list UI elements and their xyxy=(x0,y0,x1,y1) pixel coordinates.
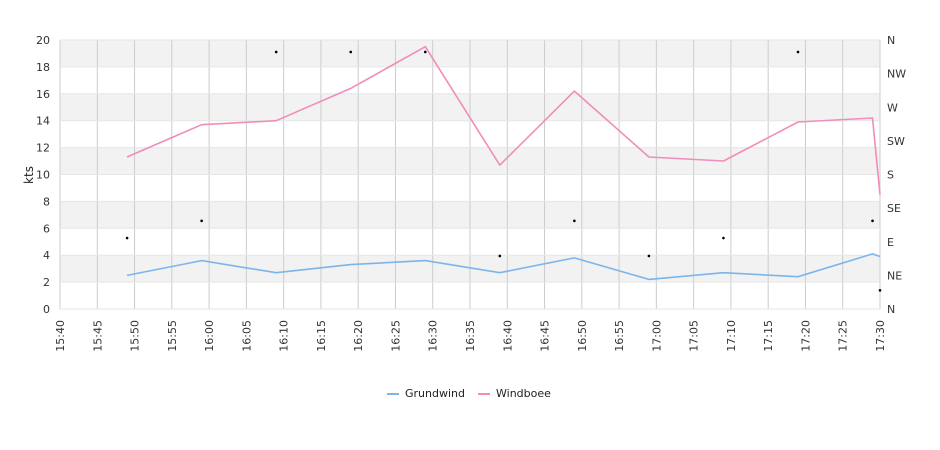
y-tick-label: 16 xyxy=(36,88,50,101)
direction-point xyxy=(878,289,882,292)
direction-markers xyxy=(125,50,882,292)
y-axis-ticks: 0 2 4 6 8 10 12 14 16 18 20 xyxy=(36,34,50,316)
direction-point xyxy=(423,50,427,54)
direction-point xyxy=(498,254,502,258)
x-tick-label: 16:50 xyxy=(576,320,589,352)
right-tick-label: N xyxy=(887,303,895,316)
direction-point xyxy=(125,236,129,240)
right-tick-label: NW xyxy=(887,68,906,81)
direction-point xyxy=(349,50,353,54)
legend: Grundwind Windboee xyxy=(387,387,551,400)
right-tick-label: E xyxy=(887,236,894,249)
x-tick-label: 16:45 xyxy=(539,320,552,352)
x-axis-ticks: 15:40 15:45 15:50 15:55 16:00 16:05 16:10 16:15… xyxy=(54,320,887,352)
y-axis-title: kts xyxy=(22,166,36,184)
right-tick-label: NE xyxy=(887,269,902,282)
direction-point xyxy=(722,236,725,240)
right-tick-label: S xyxy=(887,169,894,182)
x-tick-label: 16:40 xyxy=(501,320,514,352)
right-axis-ticks: N NE E SE S SW W NW N xyxy=(887,34,906,316)
x-tick-label: 17:15 xyxy=(762,320,775,352)
x-tick-label: 15:45 xyxy=(91,320,104,352)
x-tick-label: 15:40 xyxy=(54,320,67,352)
series-lines xyxy=(126,45,881,281)
y-tick-label: 2 xyxy=(43,276,50,289)
direction-point xyxy=(647,254,651,258)
x-tick-label: 16:20 xyxy=(352,320,365,352)
series-line-grundwind xyxy=(126,253,881,281)
x-tick-label: 16:10 xyxy=(278,320,291,352)
direction-point xyxy=(200,219,203,223)
right-tick-label: N xyxy=(887,34,895,47)
y-tick-label: 12 xyxy=(36,142,50,155)
x-tick-label: 17:00 xyxy=(650,320,663,352)
x-tick-label: 15:55 xyxy=(166,320,179,352)
x-tick-label: 16:05 xyxy=(240,320,253,352)
x-tick-label: 17:25 xyxy=(837,320,850,352)
y-tick-label: 14 xyxy=(36,115,50,128)
direction-point xyxy=(871,219,874,223)
right-tick-label: SE xyxy=(887,202,901,215)
y-tick-label: 10 xyxy=(36,169,50,182)
legend-label: Grundwind xyxy=(405,387,465,400)
x-tick-label: 15:50 xyxy=(129,320,142,352)
right-tick-label: SW xyxy=(887,135,905,148)
x-tick-label: 17:10 xyxy=(725,320,738,352)
y-tick-label: 4 xyxy=(43,249,50,262)
y-tick-label: 20 xyxy=(36,34,50,47)
right-tick-label: W xyxy=(887,101,898,114)
series-line-windboee xyxy=(126,45,881,195)
x-tick-label: 16:35 xyxy=(464,320,477,352)
x-tick-label: 16:55 xyxy=(613,320,626,352)
y-tick-label: 18 xyxy=(36,61,50,74)
direction-point xyxy=(274,50,278,54)
y-tick-label: 8 xyxy=(43,195,50,208)
x-tick-label: 17:30 xyxy=(874,320,887,352)
direction-point xyxy=(796,50,800,54)
horizontal-grid xyxy=(60,39,880,310)
legend-label: Windboee xyxy=(496,387,551,400)
direction-point xyxy=(573,219,576,223)
x-tick-label: 17:05 xyxy=(688,320,701,352)
x-tick-label: 16:25 xyxy=(389,320,402,352)
x-tick-label: 17:20 xyxy=(799,320,812,352)
x-tick-label: 16:15 xyxy=(315,320,328,352)
x-tick-label: 16:00 xyxy=(203,320,216,352)
x-tick-label: 16:30 xyxy=(427,320,440,352)
y-tick-label: 0 xyxy=(43,303,50,316)
y-tick-label: 6 xyxy=(43,222,50,235)
